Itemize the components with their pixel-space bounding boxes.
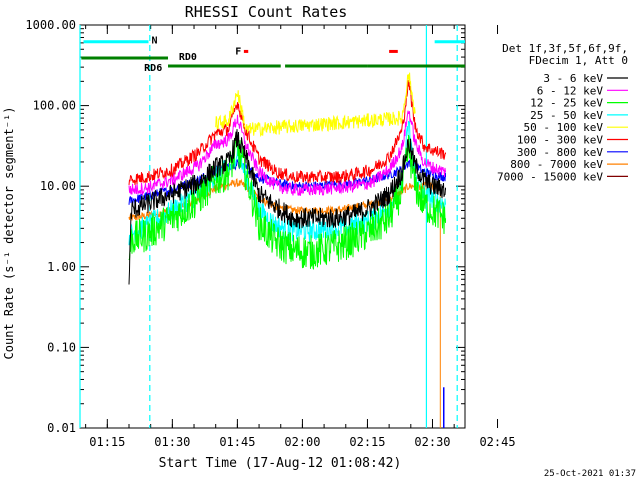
legend-label: 6 - 12 keV [537,84,604,97]
legend-header-line: FDecim 1, Att 0 [529,54,628,67]
x-tick-label: 02:00 [284,435,320,449]
y-tick-label: 1000.00 [25,18,76,32]
chart-title: RHESSI Count Rates [185,3,348,21]
legend-header: Det 1f,3f,5f,6f,9f,FDecim 1, Att 0 [502,42,628,67]
legend-header-line: Det 1f,3f,5f,6f,9f, [502,42,628,55]
plot-area: 0.01 0.10 1.00 10.00 100.00 1000.00 01:15 01:30… [25,18,515,449]
legend-label: 12 - 25 keV [530,97,603,110]
x-tick-label: 01:45 [219,435,255,449]
y-tick-label: 0.10 [47,340,76,354]
top-bar-label-f: F [235,46,241,57]
x-tick-label: 01:15 [89,435,125,449]
y-tick-label: 1.00 [47,260,76,274]
legend-label: 7000 - 15000 keV [497,170,603,183]
x-tick-label: 02:30 [414,435,450,449]
top-bar-label-rd6: RD6 [144,63,162,74]
legend-label: 300 - 800 keV [517,146,603,159]
series-line [128,129,446,285]
legend-label: 100 - 300 keV [517,134,603,147]
y-axis-label: Count Rate (s⁻¹ detector segment⁻¹) [2,107,16,360]
legend-label: 800 - 7000 keV [510,158,603,171]
y-tick-label: 0.01 [47,421,76,435]
series-line [128,78,446,186]
top-bar-label-rd0: RD0 [179,52,197,63]
legend-label: 50 - 100 keV [524,121,604,134]
footer-timestamp: 25-Oct-2021 01:37 [544,469,636,479]
series-line [128,134,446,270]
x-tick-label: 02:45 [479,435,515,449]
series-line [128,110,446,196]
legend-label: 3 - 6 keV [543,72,603,85]
y-tick-label: 100.00 [33,99,76,113]
x-axis-label: Start Time (17-Aug-12 01:08:42) [159,456,402,471]
legend-label: 25 - 50 keV [530,109,603,122]
top-bar-label-n: N [152,36,158,47]
x-tick-label: 01:30 [154,435,190,449]
y-tick-label: 10.00 [40,179,76,193]
x-tick-label: 02:15 [349,435,385,449]
series-line [215,72,416,137]
